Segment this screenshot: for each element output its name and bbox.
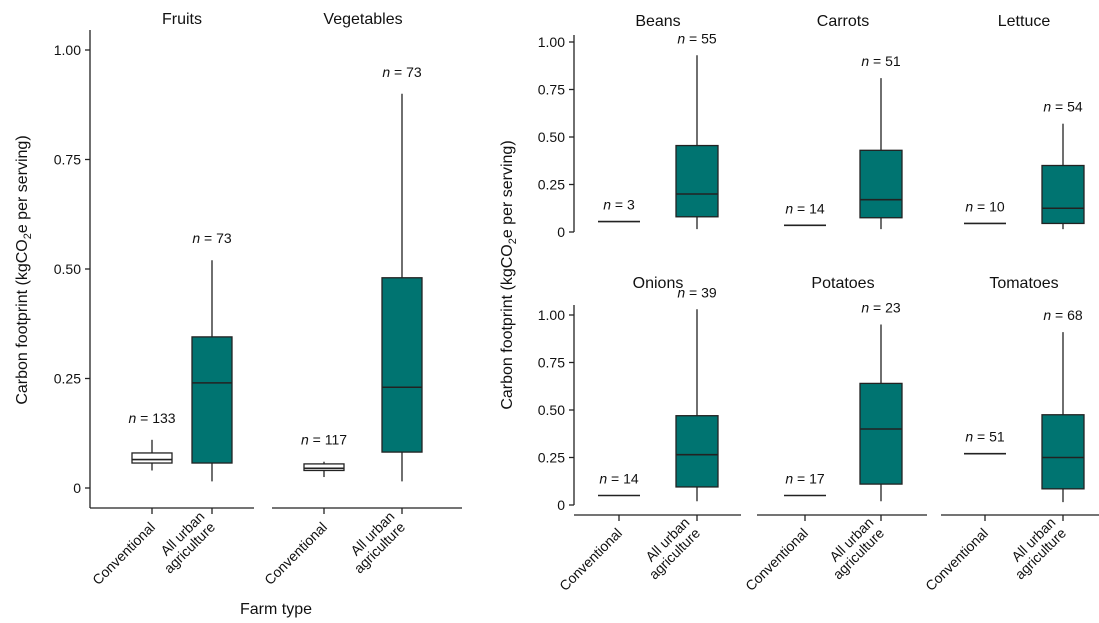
n-label: n = 39 — [677, 284, 717, 300]
n-label: n = 133 — [128, 410, 175, 426]
n-label: n = 14 — [599, 471, 639, 487]
x-tick-label: All urbanagriculture — [150, 508, 218, 576]
facet-title: Beans — [635, 13, 680, 30]
y-tick-label: 0.75 — [538, 82, 565, 98]
n-label: n = 3 — [603, 197, 635, 213]
facet-title: Potatoes — [811, 275, 874, 292]
n-label: n = 73 — [192, 230, 232, 246]
y-tick-label: 0 — [557, 497, 565, 513]
facet-title: Vegetables — [323, 11, 402, 28]
facet-title: Fruits — [162, 11, 202, 28]
y-axis-label-left: Carbon footprint (kgCO2e per serving) — [14, 135, 34, 404]
box-rect — [859, 149, 903, 219]
facet-title: Lettuce — [998, 13, 1051, 30]
box-rect — [131, 452, 173, 464]
y-tick-label: 0.50 — [538, 402, 565, 418]
n-label: n = 14 — [785, 200, 825, 216]
box-urban — [675, 55, 719, 230]
facet-title: Tomatoes — [989, 275, 1058, 292]
y-tick-label: 1.00 — [538, 307, 565, 323]
box-rect — [1041, 164, 1085, 225]
y-tick-label: 0.25 — [538, 450, 565, 466]
n-label: n = 51 — [861, 53, 901, 69]
y-tick-label: 0 — [557, 224, 565, 240]
n-label: n = 51 — [965, 429, 1005, 445]
x-tick-label: Conventional — [556, 525, 625, 594]
box-rect — [859, 382, 903, 485]
box-urban — [1041, 332, 1085, 503]
x-tick-label: All urbanagriculture — [635, 514, 703, 582]
box-urban — [859, 78, 903, 230]
n-label: n = 55 — [677, 30, 717, 46]
y-tick-label: 0.50 — [54, 261, 81, 277]
y-tick-label: 0.25 — [54, 371, 81, 387]
x-tick-label: All urbanagriculture — [1001, 514, 1069, 582]
n-label: n = 73 — [382, 64, 422, 80]
panels: 0 0.25 0.50 0.75 1.00 Fruits n = 133 Convention… — [54, 11, 1099, 594]
n-label: n = 54 — [1043, 99, 1083, 115]
box-urban — [191, 260, 233, 482]
x-tick-label: Conventional — [89, 519, 158, 588]
x-tick-label: All urbanagriculture — [819, 514, 887, 582]
box-urban — [675, 309, 719, 502]
y-tick-label: 0.75 — [54, 152, 81, 168]
y-tick-label: 0 — [73, 480, 81, 496]
x-tick-label: All urbanagriculture — [340, 508, 408, 576]
n-label: n = 23 — [861, 300, 901, 316]
box-rect — [675, 415, 719, 488]
box-conventional — [303, 461, 345, 478]
x-tick-label: Conventional — [742, 525, 811, 594]
facet-title: Carrots — [817, 13, 869, 30]
box-rect — [1041, 414, 1085, 490]
x-axis-label: Farm type — [240, 601, 312, 618]
x-tick-label: Conventional — [261, 519, 330, 588]
box-conventional — [131, 439, 173, 471]
box-rect — [191, 336, 233, 464]
box-urban — [859, 324, 903, 502]
x-tick-label: Conventional — [922, 525, 991, 594]
box-rect — [381, 277, 423, 453]
n-label: n = 17 — [785, 471, 825, 487]
box-urban — [1041, 123, 1085, 230]
n-label: n = 68 — [1043, 307, 1083, 323]
y-tick-label: 1.00 — [54, 42, 81, 58]
box-rect — [675, 144, 719, 218]
y-tick-label: 1.00 — [538, 34, 565, 50]
y-axis-label-right: Carbon footprint (kgCO2e per serving) — [499, 140, 519, 409]
box-rect — [303, 463, 345, 472]
box-urban — [381, 93, 423, 482]
y-tick-label: 0.75 — [538, 355, 565, 371]
y-tick-label: 0.25 — [538, 177, 565, 193]
facet-title: Onions — [633, 275, 684, 292]
n-label: n = 10 — [965, 198, 1005, 214]
n-label: n = 117 — [301, 432, 347, 448]
y-tick-label: 0.50 — [538, 129, 565, 145]
